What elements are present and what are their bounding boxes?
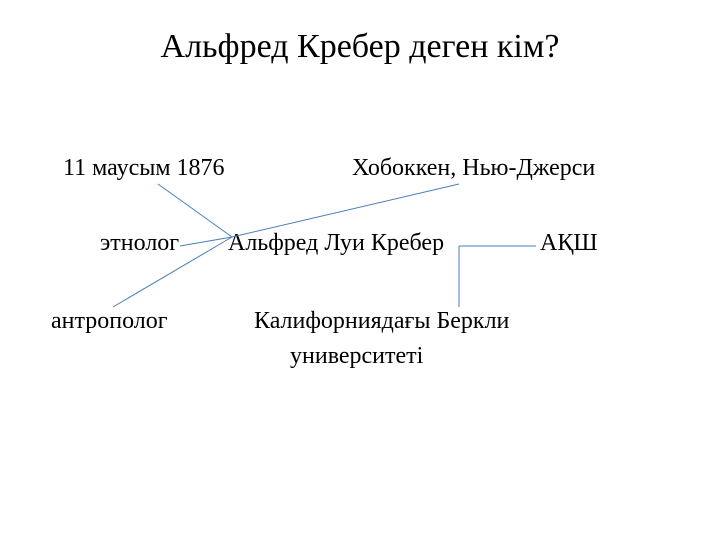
- connector-lines: [0, 0, 720, 540]
- slide-title: Альфред Кребер деген кім?: [0, 28, 720, 66]
- node-center: Альфред Луи Кребер: [228, 230, 444, 257]
- node-anthro: антрополог: [51, 308, 168, 335]
- node-country: АҚШ: [540, 230, 598, 257]
- node-birthplace: Хобоккен, Нью-Джерси: [352, 155, 595, 182]
- node-date: 11 маусым 1876: [63, 155, 225, 182]
- node-univ-line1: Калифорниядағы Беркли: [254, 308, 509, 335]
- slide: Альфред Кребер деген кім? 11 маусым 1876…: [0, 0, 720, 540]
- node-univ-line2: университеті: [290, 343, 423, 370]
- node-ethnologist: этнолог: [100, 230, 179, 257]
